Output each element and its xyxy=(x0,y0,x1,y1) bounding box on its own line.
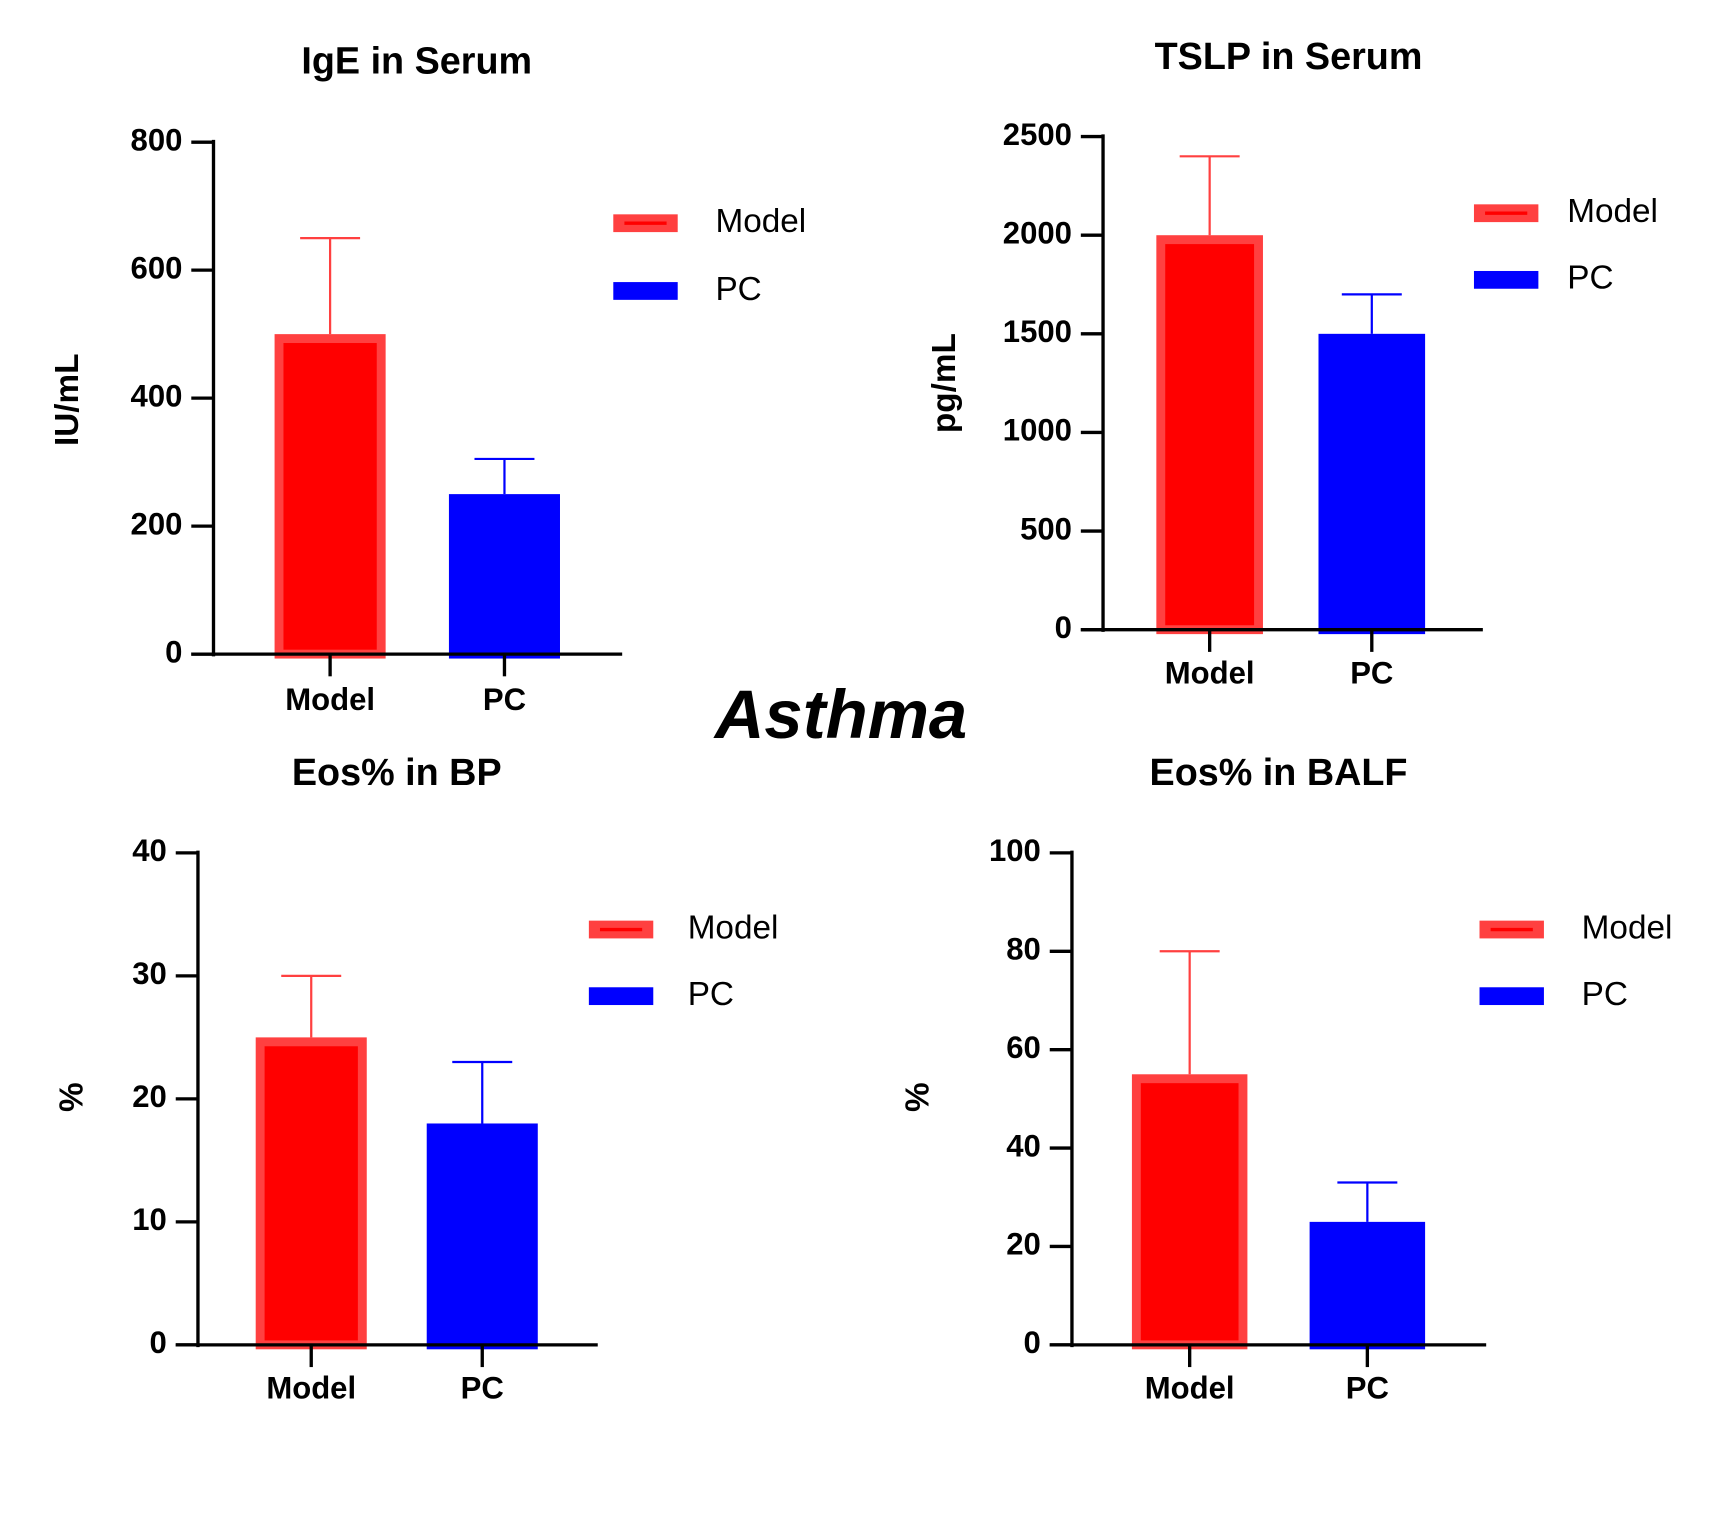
legend-swatch xyxy=(1473,270,1539,289)
legend-label: Model xyxy=(715,203,806,240)
y-tick-label: 500 xyxy=(1020,511,1072,546)
y-tick-label: 800 xyxy=(131,122,183,157)
legend-swatch xyxy=(588,987,654,1006)
x-tick-label: Model xyxy=(285,682,375,717)
y-tick-label: 10 xyxy=(132,1202,167,1237)
chart-panel: TSLP in Serum pg/mL 0 500 1000 1500 2000 2500 Mo… xyxy=(926,35,1658,691)
legend-label: Model xyxy=(1567,193,1658,230)
legend-label: PC xyxy=(715,271,761,308)
y-tick-label: 20 xyxy=(132,1079,167,1114)
legend-swatch xyxy=(613,282,678,300)
y-tick-label: 20 xyxy=(1006,1227,1041,1262)
y-tick-label: 600 xyxy=(131,250,183,285)
x-tick-label: PC xyxy=(461,1371,504,1406)
y-tick-label: 80 xyxy=(1006,932,1041,967)
y-axis-label: % xyxy=(53,1082,90,1112)
y-tick-label: 100 xyxy=(989,833,1041,868)
x-tick-label: Model xyxy=(1165,655,1255,690)
legend-label: PC xyxy=(688,976,734,1013)
y-tick-label: 40 xyxy=(132,833,167,868)
chart-title: TSLP in Serum xyxy=(1155,35,1423,77)
bar xyxy=(1156,235,1263,635)
bar xyxy=(1131,1074,1248,1350)
bar xyxy=(1309,1221,1426,1350)
y-tick-label: 30 xyxy=(132,956,167,991)
y-tick-label: 0 xyxy=(1024,1325,1041,1360)
chart-panel: IgE in Serum IU/mL 0 200 400 600 800 Model Model… xyxy=(49,39,806,717)
bar xyxy=(255,1037,367,1350)
legend-label: PC xyxy=(1567,260,1613,297)
x-tick-label: PC xyxy=(1350,655,1393,690)
chart-title: IgE in Serum xyxy=(301,39,532,81)
y-tick-label: 400 xyxy=(131,378,183,413)
y-axis-label: % xyxy=(900,1082,937,1112)
bar xyxy=(426,1123,538,1350)
legend-swatch xyxy=(1479,987,1544,1006)
figure-title: Asthma xyxy=(713,676,967,753)
chart-title: Eos% in BP xyxy=(292,751,502,793)
x-tick-label: Model xyxy=(1145,1371,1235,1406)
bar xyxy=(448,494,560,659)
y-tick-label: 2000 xyxy=(1003,215,1072,250)
y-tick-label: 60 xyxy=(1006,1030,1041,1065)
legend-label: Model xyxy=(688,909,779,946)
bar xyxy=(274,334,386,659)
y-axis-label: pg/mL xyxy=(926,333,963,433)
legend-label: Model xyxy=(1582,909,1673,946)
y-tick-label: 200 xyxy=(131,506,183,541)
y-tick-label: 0 xyxy=(165,634,182,669)
x-tick-label: Model xyxy=(266,1371,356,1406)
bar xyxy=(1318,333,1426,635)
x-tick-label: PC xyxy=(1346,1371,1389,1406)
y-tick-label: 0 xyxy=(150,1325,167,1360)
chart-title: Eos% in BALF xyxy=(1150,751,1408,793)
y-tick-label: 1000 xyxy=(1003,413,1072,448)
y-tick-label: 2500 xyxy=(1003,117,1072,152)
chart-panel: Eos% in BALF% 0 20 40 60 80 100 Model Model PC PC xyxy=(900,751,1673,1405)
y-axis-label: IU/mL xyxy=(49,354,86,447)
x-tick-label: PC xyxy=(483,682,526,717)
y-tick-label: 0 xyxy=(1055,610,1072,645)
y-tick-label: 40 xyxy=(1006,1128,1041,1163)
y-tick-label: 1500 xyxy=(1003,314,1072,349)
chart-panel: Eos% in BP% 0 10 20 30 40 Model Model PC PC xyxy=(53,751,778,1405)
legend-label: PC xyxy=(1582,976,1628,1013)
